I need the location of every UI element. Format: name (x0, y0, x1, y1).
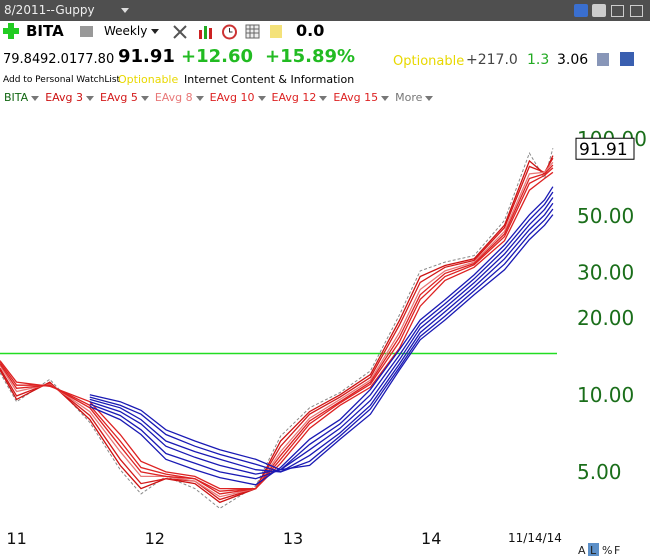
open: 79.84 (3, 52, 41, 67)
stat: +217.0 (466, 52, 518, 68)
optionable: Optionable (118, 73, 179, 86)
dropdown-arrow (140, 95, 149, 101)
change: +12.60 (181, 46, 254, 67)
footer-button[interactable]: L (590, 544, 597, 557)
series-line (0, 157, 554, 501)
dropdown-arrow (381, 95, 390, 101)
legend-entry[interactable]: EAvg 15 (333, 91, 379, 104)
stat: 1.3 (527, 52, 550, 68)
chart: 5.0010.0020.0030.0050.00100.001112131491… (0, 127, 647, 557)
dropdown-arrow (195, 95, 204, 101)
legend: BITA EAvg 3 EAvg 5 EAvg 8 EAvg 10 EAvg 12 EAvg… (4, 91, 439, 104)
dropdown-arrow (257, 95, 266, 101)
chart-icon[interactable] (198, 24, 214, 40)
symbol-bar: BITA Weekly 0.0 (0, 21, 650, 43)
dropdown-arrow (425, 95, 434, 101)
symbol[interactable]: BITA (26, 22, 64, 40)
high: 92.01 (40, 52, 78, 67)
add-icon[interactable] (3, 23, 19, 39)
guppy-line (89, 186, 554, 486)
last: 91.91 (118, 46, 175, 67)
y-tick-label: 20.00 (577, 306, 634, 330)
series-line (0, 155, 554, 504)
restore-button[interactable] (611, 5, 624, 17)
x-tick-label: 11 (6, 529, 26, 548)
series-line (0, 148, 554, 510)
stat: 3.06 (557, 52, 589, 68)
value: 0.0 (296, 21, 325, 40)
price-label: 91.91 (579, 140, 628, 160)
guppy-line (89, 197, 554, 475)
footer-button[interactable]: F (614, 544, 620, 557)
guppy-line (89, 191, 554, 480)
title-bar: 8/2011--Guppy (0, 0, 650, 21)
icon[interactable] (80, 26, 93, 37)
footer-button[interactable]: % (602, 544, 612, 557)
dropdown-arrow (86, 95, 95, 101)
layout-name[interactable]: 8/2011--Guppy (4, 3, 95, 17)
icon[interactable] (597, 53, 609, 66)
y-tick-label: 50.00 (577, 204, 634, 228)
dropdown-arrow[interactable] (121, 8, 129, 13)
y-tick-label: 30.00 (577, 261, 634, 285)
industry: Internet Content & Information (184, 73, 355, 86)
s-button[interactable] (574, 4, 588, 17)
guppy-line (89, 208, 554, 473)
tools-icon[interactable] (172, 24, 190, 40)
legend-entry[interactable]: EAvg 10 (209, 91, 255, 104)
guppy-line (89, 202, 554, 473)
legend-entry[interactable]: EAvg 12 (271, 91, 317, 104)
series-line (0, 171, 554, 490)
watchlist-link[interactable]: Add to Personal WatchList (3, 75, 121, 85)
grid-icon[interactable] (245, 24, 261, 40)
y-tick-label: 10.00 (577, 383, 634, 407)
dropdown-arrow (319, 95, 328, 101)
note-icon[interactable] (270, 25, 282, 38)
maximize-button[interactable] (630, 5, 643, 17)
y-tick-label: 5.00 (577, 460, 622, 484)
optionable: Optionable (393, 54, 465, 69)
series-line (0, 164, 554, 495)
legend-entry[interactable]: EAvg 5 (100, 91, 138, 104)
legend-entry[interactable]: EAvg 8 (154, 91, 193, 104)
date-label: 11/14/14 (508, 531, 562, 545)
legend-more[interactable]: More (395, 91, 423, 104)
x-tick-label: 12 (145, 529, 165, 548)
legend-entry[interactable]: BITA (4, 91, 29, 104)
guppy-line (89, 214, 554, 471)
legend-entry[interactable]: EAvg 3 (45, 91, 84, 104)
dropdown-arrow (31, 95, 40, 101)
series-line (0, 161, 554, 498)
low: 77.80 (77, 52, 115, 67)
dropdown-arrow[interactable] (151, 29, 159, 34)
footer-button[interactable]: A (578, 544, 586, 557)
change-percent: +15.89% (265, 46, 356, 67)
button-bg (588, 543, 599, 556)
save-icon[interactable] (620, 52, 634, 66)
price-box (575, 137, 635, 160)
x-tick-label: 13 (283, 529, 303, 548)
x-tick-label: 14 (421, 529, 441, 548)
series-line (0, 167, 554, 492)
alarm-icon[interactable] (221, 23, 238, 40)
t-button[interactable] (592, 4, 606, 17)
period[interactable]: Weekly (104, 24, 148, 38)
